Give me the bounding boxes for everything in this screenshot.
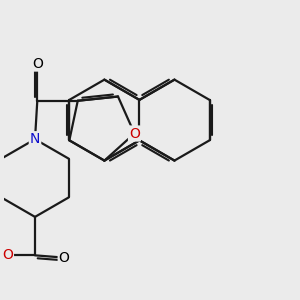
Text: O: O <box>129 127 140 140</box>
Text: O: O <box>32 56 43 70</box>
Text: O: O <box>2 248 13 262</box>
Text: O: O <box>59 250 70 265</box>
Text: N: N <box>30 132 40 146</box>
